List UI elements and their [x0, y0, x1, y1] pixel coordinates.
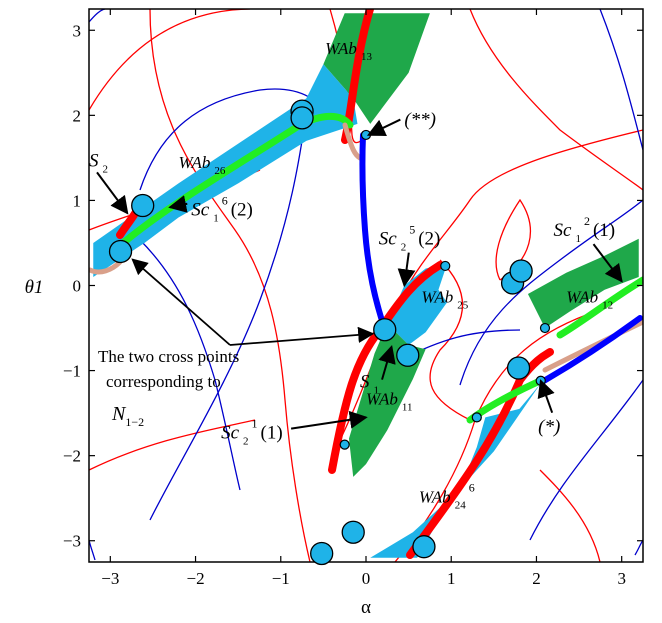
annotation-arrow [378, 345, 396, 380]
blue-thick-2 [539, 315, 643, 385]
note-arrow [131, 258, 231, 346]
red-curve-10 [539, 469, 601, 562]
cross-point-small [339, 439, 350, 450]
blue-curve-5 [89, 539, 96, 561]
region-WAb12 [527, 238, 639, 329]
x-tick-label: −3 [101, 569, 119, 588]
blue-curve-2 [149, 99, 309, 521]
y-tick-label: −3 [63, 532, 81, 551]
cross-point-large [131, 193, 155, 218]
annotation-wab-0: WAb 13 [325, 39, 372, 63]
region-WAb13 [323, 13, 430, 124]
blue-curve-3 [139, 239, 241, 491]
y-tick-label: −2 [63, 447, 81, 466]
salmon-band-2 [342, 122, 363, 161]
annotation--6: (**) [404, 110, 436, 131]
y-tick-label: 0 [73, 277, 82, 296]
cross-point-large [396, 343, 420, 367]
annotation-sc-13: Sc 21 (1) [221, 417, 283, 448]
x-tick-label: −1 [272, 569, 290, 588]
y-tick-label: −1 [63, 362, 81, 381]
cross-point-small [539, 322, 551, 334]
x-axis-label: α [361, 597, 371, 618]
salmon-band-1 [89, 259, 123, 275]
x-tick-label: 0 [362, 569, 371, 588]
cross-point-small [440, 260, 451, 272]
region-WAb25 [387, 264, 447, 346]
cross-point-large [310, 541, 334, 566]
annotation-wab-2: WAb 25 [421, 288, 468, 312]
blue-curve-7 [599, 9, 643, 151]
annotation-wab-5: WAb 246 [419, 480, 475, 511]
green-band-12 [556, 276, 643, 339]
note-line-2: corresponding to [106, 372, 221, 391]
y-tick-label: 1 [73, 191, 82, 210]
annotation--7: (*) [538, 417, 560, 438]
cross-point-large [373, 318, 397, 342]
green-band-26 [111, 112, 354, 254]
cross-point-small [471, 412, 482, 423]
annotation-wab-4: WAb 12 [566, 288, 613, 312]
blue-thick-1 [359, 132, 388, 333]
annotation-arrow [397, 252, 416, 288]
y-tick-label: 2 [73, 106, 82, 125]
axis-ticks: −3 −2 −1 0 1 2 3 3 2 1 0 −1 −2 −3 [63, 9, 643, 588]
cross-point-large [509, 259, 533, 283]
red-curve-1 [149, 9, 311, 562]
x-tick-label: −2 [186, 569, 204, 588]
cross-point-large [290, 106, 314, 130]
annotation-arrow [366, 118, 401, 136]
annotation-arrow [290, 410, 368, 430]
red-curve-2 [89, 419, 256, 471]
cross-point-large [412, 535, 436, 559]
annotation-arrow [168, 195, 188, 213]
note-symbol: N1−2 [111, 403, 144, 429]
annotations-layer: WAb 13 WAb 26 WAb 25 WAb 11 WAb 12 WAb 246 (**) (*) S 2… [89, 39, 623, 511]
x-tick-label: 3 [617, 569, 626, 588]
annotation-arrow [537, 379, 555, 414]
cross-point-large [341, 520, 365, 544]
note-line-1: The two cross points [98, 347, 239, 366]
blue-curve-8 [459, 199, 643, 386]
note-arrow [229, 326, 375, 346]
annotation-wab-1: WAb 26 [178, 153, 225, 177]
red-curve-3 [89, 9, 251, 111]
annotation-sc-10: Sc 16 (2) [191, 194, 253, 225]
blue-curve-6 [529, 379, 643, 541]
blue-curve-10 [634, 539, 643, 556]
y-tick-label: 3 [73, 21, 82, 40]
annotation-arrow [592, 243, 623, 283]
cross-point-large [506, 356, 531, 380]
y-axis-label: θ1 [25, 277, 44, 298]
red-band-24 [406, 348, 554, 559]
cross-point-large [108, 239, 133, 264]
blue-curve-4 [89, 9, 106, 23]
cross-points-note: The two cross points corresponding to N1… [98, 347, 239, 429]
red-curve-7 [469, 9, 643, 191]
red-curve-8 [429, 259, 471, 421]
annotation-arrow [96, 171, 129, 215]
x-tick-label: 2 [532, 569, 541, 588]
annotation-wab-3: WAb 11 [366, 390, 412, 414]
annotation-sc-11: Sc 25 (2) [379, 223, 441, 254]
annotation-sc-12: Sc 12 (1) [554, 214, 616, 245]
x-tick-label: 1 [447, 569, 456, 588]
